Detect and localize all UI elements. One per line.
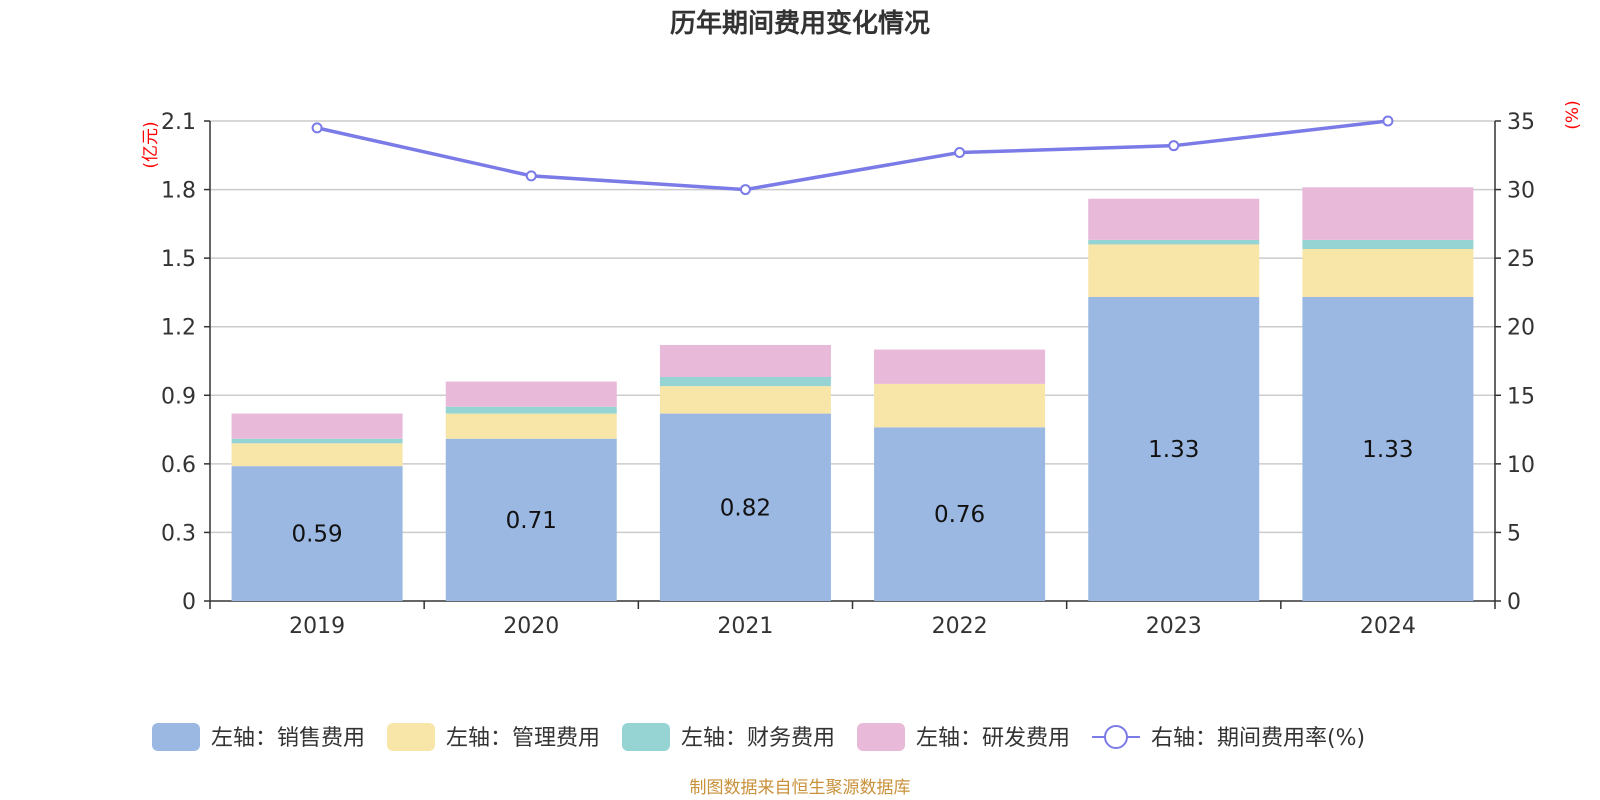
- rate-point: [1382, 115, 1394, 127]
- bar-segment: [1302, 239, 1474, 249]
- bar-segment: [659, 386, 831, 414]
- bar-segment: [231, 466, 403, 601]
- x-axis-tick-label: 2022: [932, 614, 988, 639]
- bar-segment: [1302, 297, 1474, 601]
- legend-label: 右轴：期间费用率(%): [1151, 726, 1365, 751]
- rate-point: [1168, 140, 1180, 152]
- left-axis-tick-label: 0.6: [161, 453, 196, 478]
- left-axis-tick-label: 1.5: [161, 247, 196, 272]
- data-label: 0.59: [291, 522, 342, 548]
- bar-segment: [445, 438, 617, 601]
- rate-point: [311, 122, 323, 134]
- left-axis-tick-label: 2.1: [161, 110, 196, 135]
- left-axis-tick-label: 0.9: [161, 384, 196, 409]
- data-label: 0.82: [720, 495, 771, 521]
- bar-segment: [445, 413, 617, 439]
- legend-label: 左轴：管理费用: [446, 726, 600, 751]
- bar-segment: [1088, 297, 1260, 601]
- bar-segment: [874, 349, 1046, 384]
- right-axis-tick-label: 5: [1507, 521, 1521, 546]
- data-label: 0.71: [506, 508, 557, 534]
- legend-swatch: [152, 723, 200, 751]
- x-axis-tick-label: 2024: [1360, 614, 1416, 639]
- x-axis-tick-label: 2021: [717, 614, 773, 639]
- legend-swatch: [622, 723, 670, 751]
- bar-segment: [1302, 187, 1474, 240]
- legend-label: 左轴：财务费用: [681, 726, 835, 751]
- bar-segment: [231, 438, 403, 444]
- bar-segment: [231, 443, 403, 467]
- rate-line: [316, 119, 1389, 192]
- x-axis-tick-label: 2023: [1146, 614, 1202, 639]
- bar-segment: [231, 413, 403, 439]
- legend-swatch: [857, 723, 905, 751]
- right-axis-tick-label: 25: [1507, 247, 1535, 272]
- bar-segment: [874, 427, 1046, 601]
- right-axis-tick-label: 35: [1507, 110, 1535, 135]
- right-axis-tick-label: 20: [1507, 316, 1535, 341]
- data-label: 1.33: [1362, 437, 1413, 463]
- left-axis-tick-label: 1.8: [161, 179, 196, 204]
- right-axis-tick-label: 15: [1507, 384, 1535, 409]
- left-axis-tick-label: 0: [182, 590, 196, 615]
- left-axis-tick-label: 0.3: [161, 521, 196, 546]
- legend-label: 左轴：销售费用: [211, 726, 365, 751]
- bar-segment: [659, 413, 831, 601]
- left-axis-tick-label: 1.2: [161, 316, 196, 341]
- rate-point: [954, 147, 966, 159]
- rate-point: [525, 170, 537, 182]
- legend-label: 左轴：研发费用: [916, 726, 1070, 751]
- x-axis-tick-label: 2019: [289, 614, 345, 639]
- bar-segment: [445, 406, 617, 414]
- data-label: 1.33: [1148, 437, 1199, 463]
- right-axis-tick-label: 30: [1507, 179, 1535, 204]
- right-axis-tick-label: 10: [1507, 453, 1535, 478]
- bar-segment: [1088, 244, 1260, 297]
- bar-segment: [445, 381, 617, 407]
- legend-swatch: [387, 723, 435, 751]
- rate-point: [739, 184, 751, 196]
- legend-marker: [1104, 725, 1128, 749]
- right-axis-unit: (%): [1563, 100, 1583, 129]
- bar-segment: [1302, 249, 1474, 297]
- bar-segment: [874, 383, 1046, 428]
- bar-segment: [659, 345, 831, 377]
- source-note: 制图数据来自恒生聚源数据库: [690, 778, 911, 798]
- bar-segment: [659, 377, 831, 387]
- right-axis-tick-label: 0: [1507, 590, 1521, 615]
- data-label: 0.76: [934, 502, 985, 528]
- x-axis-tick-label: 2020: [503, 614, 559, 639]
- left-axis-unit: (亿元): [141, 121, 161, 168]
- bar-segment: [1088, 239, 1260, 245]
- bar-segment: [1088, 198, 1260, 240]
- chart-title: 历年期间费用变化情况: [670, 8, 930, 39]
